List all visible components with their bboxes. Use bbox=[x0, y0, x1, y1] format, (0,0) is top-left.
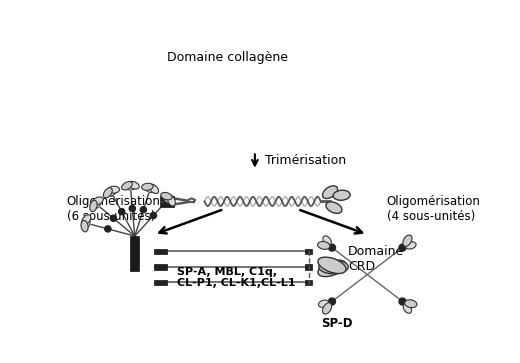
Text: Domaine
CRD: Domaine CRD bbox=[348, 245, 404, 273]
Bar bbox=[154, 280, 166, 285]
Circle shape bbox=[140, 207, 147, 213]
Ellipse shape bbox=[93, 200, 101, 209]
Ellipse shape bbox=[84, 218, 90, 229]
Circle shape bbox=[119, 208, 125, 215]
Ellipse shape bbox=[107, 189, 116, 196]
Ellipse shape bbox=[161, 192, 172, 200]
Bar bbox=[154, 264, 166, 270]
Ellipse shape bbox=[122, 182, 132, 190]
Ellipse shape bbox=[322, 186, 337, 199]
Ellipse shape bbox=[319, 260, 348, 274]
Ellipse shape bbox=[167, 195, 175, 206]
Ellipse shape bbox=[149, 184, 159, 193]
Text: Oligomérisation
(6 sous-unités): Oligomérisation (6 sous-unités) bbox=[67, 195, 161, 223]
Ellipse shape bbox=[108, 186, 120, 193]
Circle shape bbox=[329, 298, 335, 305]
Circle shape bbox=[105, 226, 111, 232]
Bar bbox=[130, 236, 139, 271]
Circle shape bbox=[399, 244, 406, 251]
Ellipse shape bbox=[318, 241, 330, 249]
Circle shape bbox=[329, 244, 335, 251]
Ellipse shape bbox=[103, 188, 112, 198]
Ellipse shape bbox=[82, 215, 91, 225]
Ellipse shape bbox=[318, 260, 346, 277]
Text: Domaine collagène: Domaine collagène bbox=[167, 51, 288, 64]
Ellipse shape bbox=[403, 303, 412, 313]
Ellipse shape bbox=[318, 257, 346, 274]
Circle shape bbox=[129, 205, 135, 212]
Bar bbox=[305, 280, 312, 285]
Text: Oligomérisation
(4 sous-unités): Oligomérisation (4 sous-unités) bbox=[387, 195, 480, 223]
Ellipse shape bbox=[125, 184, 136, 190]
Bar bbox=[305, 249, 312, 254]
Ellipse shape bbox=[93, 197, 103, 205]
Ellipse shape bbox=[318, 300, 329, 307]
Bar bbox=[160, 196, 174, 201]
Ellipse shape bbox=[81, 220, 88, 232]
Ellipse shape bbox=[128, 182, 139, 189]
Ellipse shape bbox=[326, 202, 342, 213]
Ellipse shape bbox=[141, 183, 153, 190]
Ellipse shape bbox=[323, 236, 331, 245]
Bar bbox=[154, 249, 166, 254]
Bar bbox=[160, 202, 174, 207]
Bar bbox=[305, 264, 312, 270]
Ellipse shape bbox=[163, 195, 173, 204]
Ellipse shape bbox=[406, 242, 416, 249]
Ellipse shape bbox=[405, 300, 417, 307]
Text: SP-D: SP-D bbox=[321, 317, 352, 330]
Circle shape bbox=[150, 212, 157, 219]
Ellipse shape bbox=[322, 303, 332, 314]
Ellipse shape bbox=[145, 186, 155, 192]
Circle shape bbox=[110, 215, 116, 221]
Text: SP-A, MBL, C1q,
CL-P1, CL-K1,CL-L1: SP-A, MBL, C1q, CL-P1, CL-K1,CL-L1 bbox=[177, 267, 296, 289]
Ellipse shape bbox=[333, 190, 350, 200]
Circle shape bbox=[399, 298, 406, 305]
Text: Trimérisation: Trimérisation bbox=[265, 154, 346, 167]
Ellipse shape bbox=[90, 200, 97, 212]
Ellipse shape bbox=[403, 235, 412, 246]
